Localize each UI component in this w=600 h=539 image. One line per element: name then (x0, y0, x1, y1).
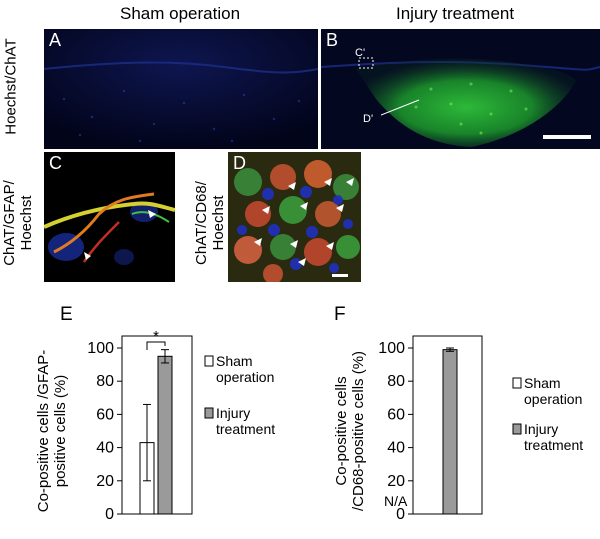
bar-injury (442, 349, 458, 515)
header-sham: Sham operation (120, 4, 241, 23)
significance-bracket (146, 341, 166, 350)
y-axis-label-line2: positive cells (%) (52, 375, 69, 488)
chart-e: 0 20 40 60 80 100 Co-positive cells /GFAP-posi… (35, 328, 275, 523)
legend-label: treatment (524, 437, 583, 453)
legend-swatch-sham (204, 355, 214, 367)
legend-swatch-injury (204, 407, 214, 419)
micrograph-panel-b: B C' D' (321, 29, 600, 149)
y-tick-label: 0 (396, 506, 405, 523)
legend-label: Injury (524, 421, 558, 437)
y-tick-label: 100 (87, 340, 114, 357)
y-tick-label: 60 (387, 406, 405, 423)
panel-label-f: F (334, 304, 346, 325)
row-label-c-line2: Hoechst (18, 195, 35, 251)
y-tick-label: 60 (96, 406, 114, 423)
micrograph-panel-c: C (44, 152, 175, 282)
panel-label-c: C (49, 153, 62, 173)
y-tick-label: 40 (387, 440, 405, 457)
legend-swatch-sham (512, 377, 522, 389)
y-tick-label: 80 (96, 373, 114, 390)
legend-label: operation (216, 369, 274, 385)
plot-frame (121, 335, 193, 515)
legend-label: Injury (216, 405, 250, 421)
y-axis-label-line1: Co-positive cells /GFAP- (35, 350, 52, 513)
y-axis-label: Co-positive cells/CD68-positive cells (%… (333, 351, 367, 511)
d-prime-label: D' (363, 113, 374, 125)
d-prime-line (380, 99, 420, 116)
micrograph-panel-d: D (228, 152, 361, 282)
legend-label: treatment (216, 421, 275, 437)
row-label-d-line2: Hoechst (210, 195, 227, 251)
micrograph-b-image (321, 29, 600, 149)
y-tick-label: 20 (96, 473, 114, 490)
y-tick-label: 20 (387, 473, 405, 490)
legend-label: Sham (216, 353, 253, 369)
y-axis-label-line2: /CD68-positive cells (%) (350, 351, 367, 511)
chart-f: 0 20 40 60 80 100 Co-positive cells/CD68-posit… (333, 335, 583, 523)
row-label-c-line1: ChAT/GFAP/ (1, 180, 18, 266)
header-injury: Injury treatment (396, 4, 515, 23)
y-tick-label: 40 (96, 440, 114, 457)
row-label-hoechst-chat: Hoechst/ChAT (2, 38, 20, 135)
micrograph-c-image (44, 152, 175, 282)
c-prime-label: C' (355, 47, 366, 59)
significance-star: * (153, 328, 159, 345)
row-label-d-line1: ChAT/CD68/ (193, 181, 210, 265)
legend-swatch-injury (512, 423, 522, 435)
legend-label: operation (524, 391, 582, 407)
scale-bar (543, 135, 591, 139)
micrograph-a-image (44, 29, 318, 149)
micrograph-panel-a: A (44, 29, 318, 149)
y-axis-label-line1: Co-positive cells (333, 376, 350, 485)
panel-label-a: A (49, 30, 62, 50)
panel-label-e: E (60, 304, 73, 325)
row-label-chat-cd68: ChAT/CD68/ Hoechst (193, 173, 227, 273)
y-tick-label: 0 (105, 506, 114, 523)
y-axis-label: Co-positive cells /GFAP-positive cells (… (35, 350, 69, 513)
panel-label-d: D (233, 153, 246, 173)
na-label: N/A (384, 493, 408, 509)
row-label-chat-gfap: ChAT/GFAP/ Hoechst (1, 173, 35, 273)
legend-label: Sham (524, 375, 561, 391)
bar-injury (157, 355, 173, 515)
panel-label-b: B (326, 30, 339, 50)
micrograph-d-image (228, 152, 361, 282)
y-tick-label: 80 (387, 373, 405, 390)
y-tick-label: 100 (378, 340, 405, 357)
